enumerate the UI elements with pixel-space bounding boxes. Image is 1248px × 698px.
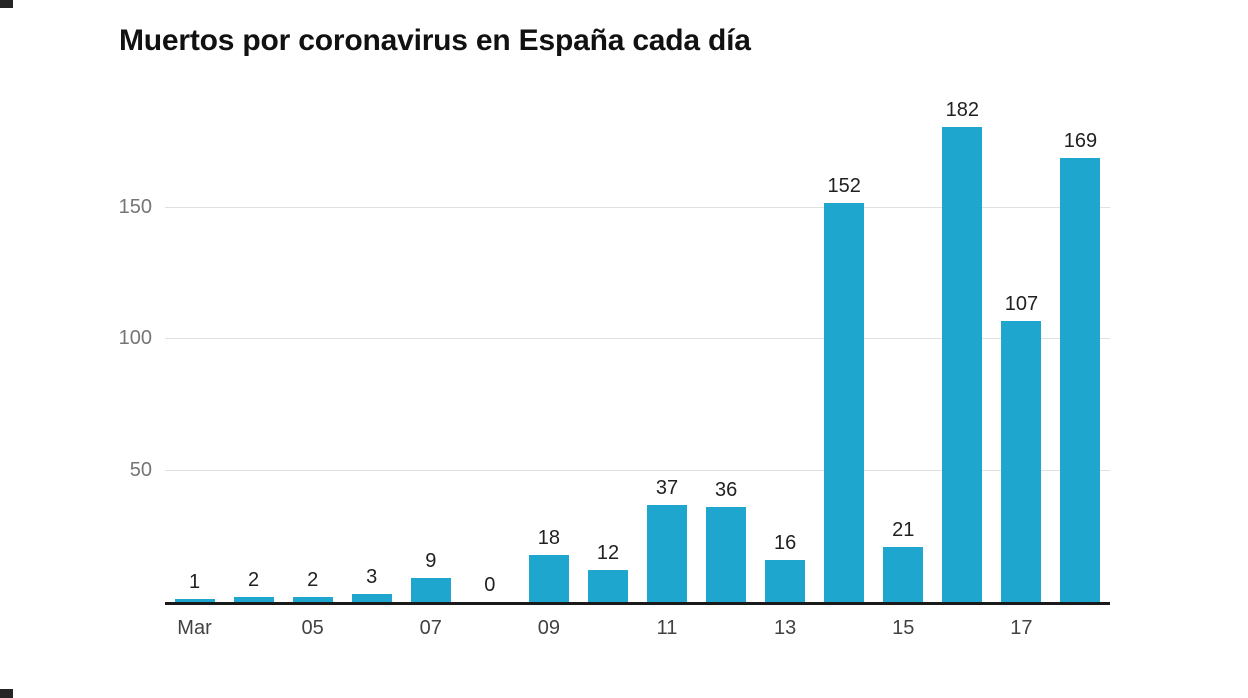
bar-value-label: 0: [484, 574, 496, 596]
bar: [942, 127, 983, 602]
bar: [883, 546, 924, 602]
bar: [824, 202, 865, 602]
x-tick-label: Mar: [177, 617, 212, 639]
bar-group: 2: [224, 100, 283, 602]
bar: [292, 596, 333, 602]
bar-group: 0: [460, 100, 519, 602]
bar-value-label: 21: [892, 518, 915, 541]
bar: [1060, 158, 1101, 602]
bar-value-label: 1: [188, 571, 201, 594]
bar-value-label: 36: [714, 479, 738, 502]
bar-group: 182: [933, 100, 992, 602]
bar-group: 16: [756, 100, 815, 602]
bar-value-label: 169: [1063, 130, 1098, 153]
bars-container: 1 2 2 3 9 0 18 12 37 36 16 152 21 182 107 169: [165, 100, 1110, 602]
bar-value-label: 9: [425, 550, 437, 573]
bar: [351, 594, 392, 602]
x-tick-label: 07: [419, 617, 442, 639]
bar-group: 37: [638, 100, 697, 602]
plot-area: 50 100 150 1 2 2 3 9 0 18 12 37 36 16 152 21 182 107 169 …: [119, 100, 1110, 639]
bar: [233, 596, 274, 602]
bar: [706, 507, 747, 602]
x-tick-label: 17: [1010, 617, 1033, 639]
x-tick-label: 11: [656, 617, 678, 639]
bar-value-label: 3: [366, 566, 378, 589]
bar-group: 152: [815, 100, 874, 602]
bar-value-label: 18: [537, 526, 561, 549]
bar: [410, 578, 451, 602]
y-tick-label: 100: [118, 327, 152, 350]
bar-value-label: 12: [596, 542, 620, 565]
y-tick-label: 150: [118, 196, 152, 218]
screen-edge-artifact-top: [0, 0, 13, 8]
chart-title: Muertos por coronavirus en España cada d…: [119, 24, 751, 57]
bar-group: 3: [342, 100, 401, 602]
bar-group: 169: [1051, 100, 1110, 602]
bar: [587, 570, 628, 602]
bar: [1001, 320, 1042, 602]
x-tick-label: 09: [537, 617, 561, 639]
bar-group: 21: [874, 100, 933, 602]
bar-group: 18: [519, 100, 578, 602]
x-tick-label: 13: [774, 617, 797, 639]
bar: [765, 559, 806, 602]
bar-value-label: 182: [945, 99, 980, 121]
bar-value-label: 107: [1004, 292, 1039, 315]
bar-group: 12: [578, 100, 637, 602]
gridline: [165, 207, 1110, 208]
gridline: [165, 338, 1110, 340]
x-axis-line: [165, 602, 1110, 605]
screen-edge-artifact-bottom: [0, 689, 13, 698]
bar-group: 9: [401, 100, 460, 602]
bar-group: 107: [992, 100, 1051, 602]
x-tick-label: 05: [301, 617, 324, 639]
bar: [647, 504, 688, 602]
bar-group: 1: [165, 100, 224, 602]
gridline: [165, 469, 1110, 471]
bar: [174, 599, 215, 602]
bar-group: 36: [697, 100, 756, 602]
bar-value-label: 37: [655, 476, 679, 499]
bar-value-label: 2: [248, 568, 260, 591]
y-tick-label: 50: [129, 458, 152, 481]
x-tick-label: 15: [892, 617, 915, 639]
bar: [528, 554, 569, 602]
bar-value-label: 152: [827, 174, 861, 197]
bar-value-label: 2: [307, 568, 319, 591]
bar-group: 2: [283, 100, 342, 602]
bar-value-label: 16: [774, 531, 797, 554]
